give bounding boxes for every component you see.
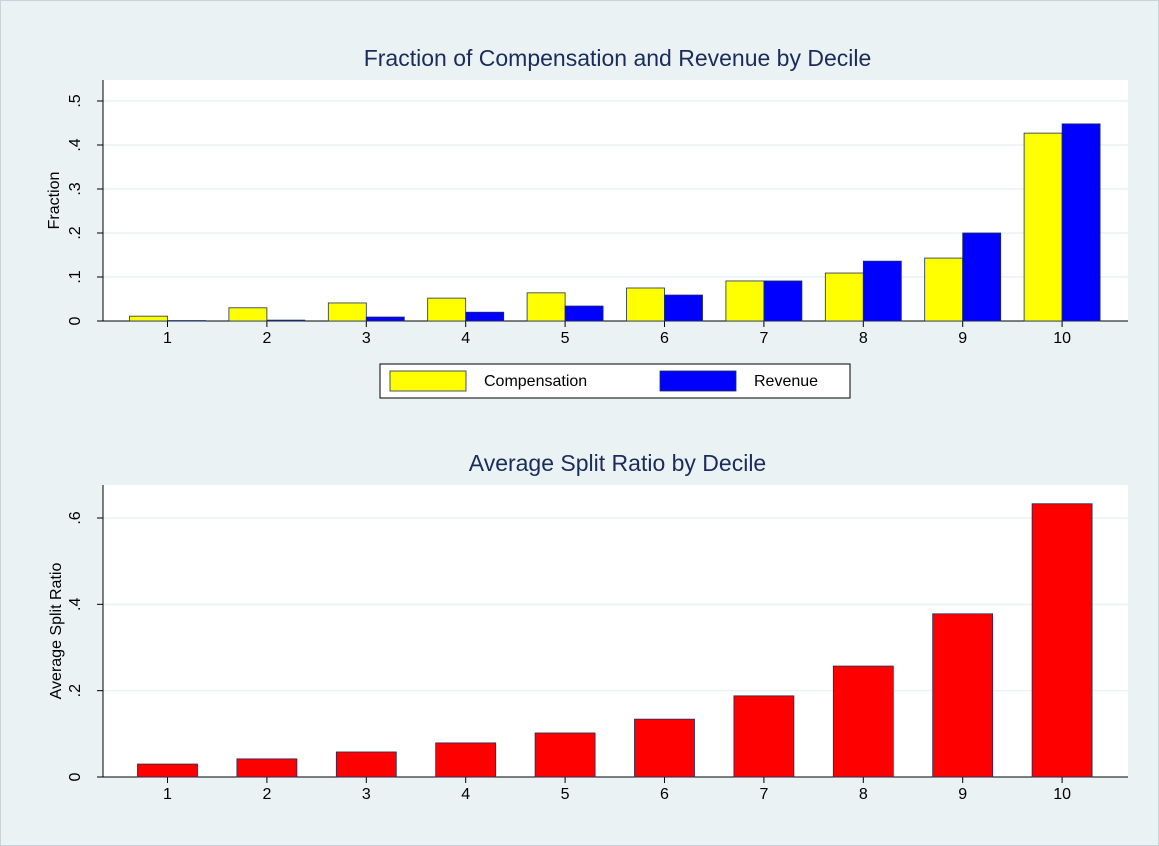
bar <box>634 718 695 778</box>
bar <box>236 758 298 778</box>
bar <box>924 257 964 322</box>
x-tick-label: 3 <box>362 786 371 803</box>
x-tick-label: 5 <box>561 330 570 347</box>
y-tick-label: .3 <box>67 182 84 195</box>
bar <box>526 292 566 322</box>
bar <box>266 319 306 322</box>
bar <box>534 732 596 778</box>
x-tick-label: 1 <box>163 330 172 347</box>
bar <box>664 294 703 322</box>
x-tick-label: 4 <box>461 330 470 347</box>
bar <box>564 305 604 322</box>
bar <box>427 297 467 322</box>
y-tick-label: .6 <box>67 511 84 524</box>
bar <box>733 695 795 778</box>
x-tick-label: 5 <box>561 786 570 803</box>
legend-label: Revenue <box>754 373 818 390</box>
bar <box>1023 132 1063 322</box>
x-tick-label: 9 <box>958 330 967 347</box>
x-tick-label: 6 <box>660 330 669 347</box>
bar <box>1031 503 1093 778</box>
x-tick-label: 2 <box>262 330 271 347</box>
legend-swatch <box>389 370 467 392</box>
y-tick-label: .1 <box>67 270 84 283</box>
bar <box>763 280 803 322</box>
bar <box>228 307 268 322</box>
bar <box>832 665 894 778</box>
y-axis-label: Average Split Ratio <box>48 563 65 700</box>
bar <box>365 316 405 322</box>
bar <box>932 613 994 778</box>
x-tick-label: 10 <box>1053 786 1071 803</box>
y-tick-label: .2 <box>67 226 84 239</box>
y-tick-label: 0 <box>67 316 84 325</box>
x-tick-label: 10 <box>1053 330 1071 347</box>
x-tick-label: 3 <box>362 330 371 347</box>
bar <box>129 315 168 322</box>
bar <box>824 272 864 322</box>
y-tick-label: 0 <box>67 772 84 781</box>
bar <box>335 751 397 778</box>
x-tick-label: 9 <box>958 786 967 803</box>
y-tick-label: .4 <box>67 598 84 611</box>
chart-title: Average Split Ratio by Decile <box>469 450 766 476</box>
legend-label: Compensation <box>484 373 587 390</box>
bar <box>626 287 665 322</box>
x-tick-label: 8 <box>859 786 868 803</box>
x-tick-label: 7 <box>759 786 768 803</box>
y-axis-label: Fraction <box>46 172 63 230</box>
x-tick-label: 4 <box>461 786 470 803</box>
x-tick-label: 7 <box>759 330 768 347</box>
y-tick-label: .2 <box>67 684 84 697</box>
bar <box>137 763 198 778</box>
bar <box>1061 123 1101 322</box>
bar <box>725 280 765 322</box>
y-tick-label: .4 <box>67 138 84 151</box>
x-tick-label: 8 <box>859 330 868 347</box>
x-tick-label: 6 <box>660 786 669 803</box>
bar <box>327 302 367 322</box>
chart-title: Fraction of Compensation and Revenue by … <box>364 45 872 71</box>
bar <box>862 260 902 322</box>
x-tick-label: 2 <box>262 786 271 803</box>
bar <box>962 232 1002 322</box>
legend-swatch <box>659 370 737 392</box>
bar <box>465 311 505 322</box>
bar <box>435 742 497 778</box>
y-tick-label: .5 <box>67 94 84 107</box>
x-tick-label: 1 <box>163 786 172 803</box>
